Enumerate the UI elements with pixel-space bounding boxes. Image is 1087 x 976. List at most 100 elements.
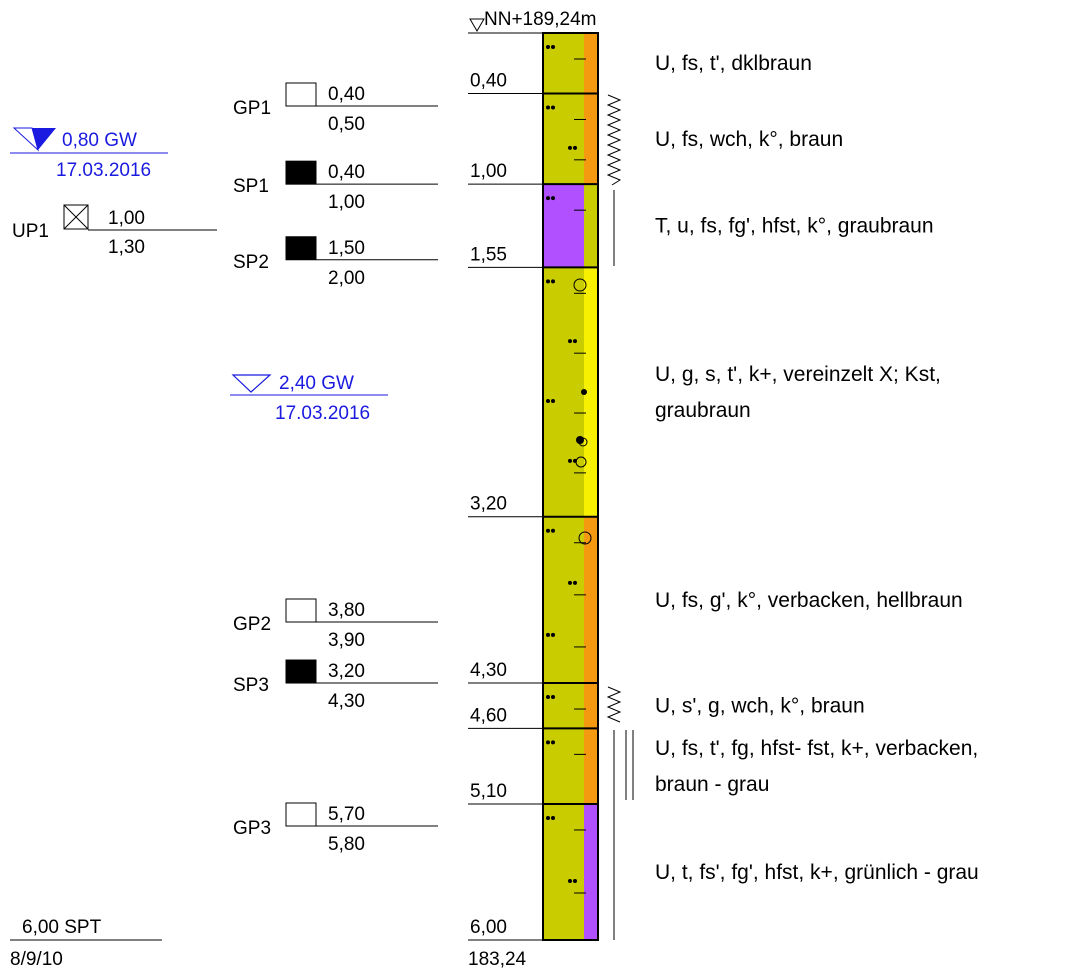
layer-side-fill	[584, 93, 598, 185]
silt-dot	[546, 695, 550, 700]
core-sample-filled-icon	[285, 160, 317, 185]
silt-dot	[546, 528, 550, 533]
silt-dot	[551, 632, 555, 637]
sample-gp2: GP2 3,80 3,90	[233, 598, 438, 651]
stone-dot	[581, 389, 587, 395]
layer-description: U, g, s, t', k+, vereinzelt X; Kst,	[655, 363, 941, 386]
layer-main-fill	[543, 516, 584, 684]
layer-main-fill	[543, 33, 584, 94]
layer-fills	[543, 33, 598, 941]
sample-id: SP1	[233, 176, 269, 197]
layer-descriptions: U, fs, t', dklbraun U, fs, wch, k°, braun…	[655, 52, 979, 884]
silt-dot	[551, 196, 555, 201]
layer-main-fill	[543, 683, 584, 729]
layer-description: U, s', g, wch, k°, braun	[655, 695, 865, 718]
sample-id: SP3	[233, 675, 269, 696]
depth-labels: 0,40 1,00 1,55 3,20 4,30 4,60 5,10 6,00	[470, 70, 507, 938]
sample-id: SP2	[233, 252, 269, 273]
layer-main-fill	[543, 267, 584, 517]
elevation-triangle-icon	[469, 18, 485, 32]
sample-id: GP1	[233, 98, 271, 119]
sample-from: 5,70	[328, 804, 365, 825]
layer-description: U, fs, t', fg, hfst- fst, k+, verbacken,	[655, 737, 978, 760]
up-sample-from: 1,00	[108, 208, 145, 229]
layer-side-fill	[584, 516, 598, 684]
sample-to: 5,80	[328, 834, 365, 855]
silt-dot	[551, 105, 555, 110]
spt-test: 6,00 SPT 8/9/10	[10, 917, 162, 970]
groundwater-2: 2,40 GW 17.03.2016	[230, 373, 388, 424]
silt-dot	[568, 339, 572, 344]
silt-dot	[546, 740, 550, 745]
gravel-circle-icon	[575, 456, 587, 468]
layer-side-fill	[584, 728, 598, 804]
sample-id: GP3	[233, 818, 271, 839]
gravel-circle-icon	[573, 278, 587, 292]
groundwater-triangle-white-part	[12, 127, 39, 152]
silt-dot	[551, 815, 555, 820]
layer-side-fill	[584, 803, 598, 941]
depth-label: 3,20	[470, 494, 507, 515]
depth-label: 4,60	[470, 705, 507, 726]
up-sample-to: 1,30	[108, 237, 145, 258]
silt-dot	[546, 196, 550, 201]
sample-id: GP2	[233, 614, 271, 635]
layer-side-fill	[584, 267, 598, 517]
silt-dot	[546, 815, 550, 820]
groundwater-open-triangle-icon	[231, 374, 272, 393]
depth-label: 4,30	[470, 660, 507, 681]
silt-dot	[568, 145, 572, 150]
gravel-circle-icon	[578, 531, 592, 545]
sample-gp3: GP3 5,70 5,80	[233, 802, 438, 855]
groundwater-2-value: 2,40 GW	[279, 373, 354, 394]
sample-from: 0,40	[328, 162, 365, 183]
silt-dot	[546, 45, 550, 49]
layer-boundaries	[468, 92, 598, 942]
core-sample-filled-icon	[285, 236, 317, 261]
layer-main-fill	[543, 728, 584, 804]
silt-dot	[546, 279, 550, 284]
silt-dot	[546, 105, 550, 110]
spt-blows: 8/9/10	[10, 949, 63, 970]
sample-from: 0,40	[328, 84, 365, 105]
groundwater-1-date: 17.03.2016	[56, 160, 151, 181]
layer-description: U, fs, t', dklbraun	[655, 52, 812, 75]
depth-label: 1,55	[470, 244, 507, 265]
sample-from: 3,20	[328, 661, 365, 682]
silt-dot	[551, 45, 555, 49]
layer-main-fill	[543, 803, 584, 941]
grab-sample-open-icon	[285, 802, 317, 827]
layer-main-fill	[543, 93, 584, 185]
layer-side-fill	[584, 683, 598, 729]
core-sample-filled-icon	[285, 659, 317, 684]
layer-description: braun - grau	[655, 773, 769, 796]
soil-symbols	[546, 45, 592, 894]
sample-to: 3,90	[328, 630, 365, 651]
top-elevation-label: NN+189,24m	[484, 9, 596, 30]
groundwater-1: 0,80 GW 17.03.2016	[10, 127, 168, 181]
layer-description: U, t, fs', fg', hfst, k+, grünlich - gra…	[655, 861, 979, 884]
silt-dot	[573, 145, 577, 150]
stone-dot	[576, 436, 584, 444]
sample-sp2: SP2 1,50 2,00	[233, 236, 438, 289]
sample-from: 3,80	[328, 600, 365, 621]
silt-dot	[568, 580, 572, 585]
grab-sample-open-icon	[285, 598, 317, 623]
sample-sp1: SP1 0,40 1,00	[233, 160, 438, 213]
groundwater-1-value: 0,80 GW	[62, 130, 137, 151]
silt-dot	[551, 740, 555, 745]
depth-label: 0,40	[470, 70, 507, 91]
groundwater-2-date: 17.03.2016	[275, 403, 370, 424]
layer-description: U, fs, g', k°, verbacken, hellbraun	[655, 589, 963, 612]
silt-dot	[573, 878, 577, 883]
silt-dot	[551, 279, 555, 284]
sample-to: 2,00	[328, 268, 365, 289]
bottom-elevation: 183,24	[468, 949, 527, 970]
layer-side-fill	[584, 33, 598, 94]
silt-dot	[551, 528, 555, 533]
layer-description: graubraun	[655, 399, 751, 422]
depth-label: 1,00	[470, 161, 507, 182]
up-sample-id: UP1	[12, 221, 49, 242]
spt-depth-label: 6,00 SPT	[22, 917, 102, 938]
